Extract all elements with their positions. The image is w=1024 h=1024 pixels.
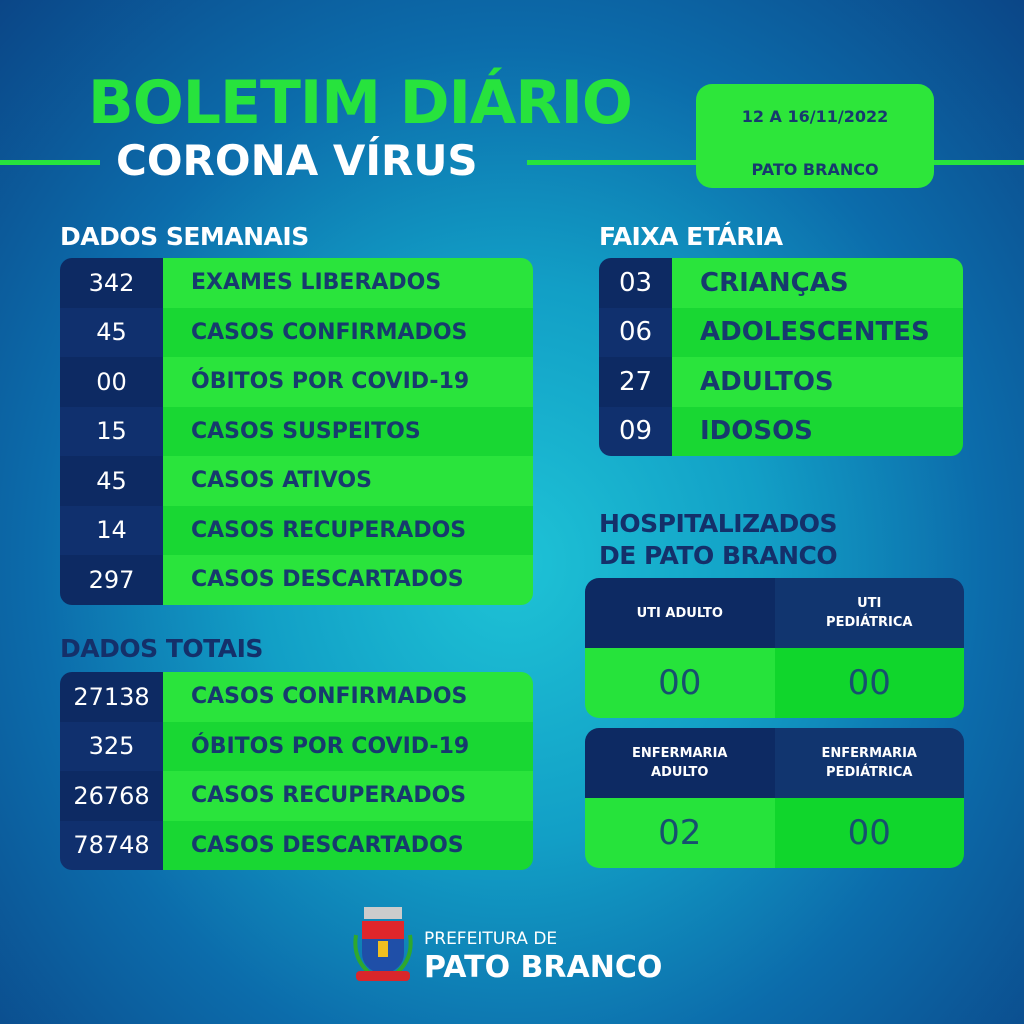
- totals-row: 325 ÓBITOS POR COVID-19: [60, 721, 533, 771]
- row-label: EXAMES LIBERADOS: [163, 258, 533, 308]
- weekly-table: 342 EXAMES LIBERADOS 45 CASOS CONFIRMADOS 00…: [60, 258, 533, 605]
- row-label: ÓBITOS POR COVID-19: [163, 721, 533, 771]
- totals-row: 27138 CASOS CONFIRMADOS: [60, 672, 533, 722]
- row-label: CASOS DESCARTADOS: [163, 820, 533, 870]
- hospital-heading-line2: DE PATO BRANCO: [599, 541, 838, 570]
- row-value: 27: [599, 357, 672, 407]
- row-label: CASOS ATIVOS: [163, 456, 533, 506]
- hospital-heading-line1: HOSPITALIZADOS: [599, 509, 837, 538]
- ward-adult-label: ENFERMARIA ADULTO: [585, 728, 775, 798]
- weekly-row: 45 CASOS CONFIRMADOS: [60, 307, 533, 357]
- row-label: ADULTOS: [672, 357, 963, 407]
- uti-adult-value: 00: [585, 648, 775, 718]
- weekly-row: 297 CASOS DESCARTADOS: [60, 555, 533, 605]
- ward-pediatric-value: 00: [774, 798, 964, 868]
- row-value: 297: [60, 555, 163, 605]
- row-value: 78748: [60, 820, 163, 870]
- ward-box: ENFERMARIA ADULTO ENFERMARIA PEDIÁTRICA …: [585, 728, 964, 868]
- weekly-row: 342 EXAMES LIBERADOS: [60, 258, 533, 308]
- row-value: 03: [599, 258, 672, 308]
- weekly-row: 14 CASOS RECUPERADOS: [60, 505, 533, 555]
- row-value: 27138: [60, 672, 163, 722]
- row-label: CASOS SUSPEITOS: [163, 406, 533, 456]
- row-value: 325: [60, 721, 163, 771]
- uti-adult-label: UTI ADULTO: [585, 578, 775, 648]
- row-value: 26768: [60, 771, 163, 821]
- totals-heading: DADOS TOTAIS: [60, 634, 263, 663]
- footer-line1: PREFEITURA DE: [424, 929, 558, 949]
- age-row: 06 ADOLESCENTES: [599, 307, 963, 357]
- age-row: 09 IDOSOS: [599, 406, 963, 456]
- row-label: CASOS RECUPERADOS: [163, 505, 533, 555]
- row-value: 14: [60, 505, 163, 555]
- row-label: ADOLESCENTES: [672, 307, 963, 357]
- weekly-heading: DADOS SEMANAIS: [60, 222, 309, 251]
- age-heading: FAIXA ETÁRIA: [599, 222, 783, 251]
- row-value: 00: [60, 357, 163, 407]
- age-table: 03 CRIANÇAS 06 ADOLESCENTES 27 ADULTOS 09 IDOSO…: [599, 258, 963, 456]
- title-line-far-right: [934, 160, 1024, 165]
- totals-row: 78748 CASOS DESCARTADOS: [60, 820, 533, 870]
- city-name: PATO BRANCO: [751, 160, 879, 179]
- age-row: 27 ADULTOS: [599, 357, 963, 407]
- date-range: 12 A 16/11/2022: [741, 107, 889, 126]
- bulletin-title: BOLETIM DIÁRIO: [88, 68, 633, 138]
- row-label: CRIANÇAS: [672, 258, 963, 308]
- row-label: IDOSOS: [672, 406, 963, 456]
- weekly-row: 45 CASOS ATIVOS: [60, 456, 533, 506]
- coat-of-arms-icon: [353, 907, 413, 981]
- row-value: 09: [599, 406, 672, 456]
- row-value: 06: [599, 307, 672, 357]
- row-label: CASOS DESCARTADOS: [163, 555, 533, 605]
- title-line-left: [0, 160, 100, 165]
- ward-pediatric-label: ENFERMARIA PEDIÁTRICA: [774, 728, 964, 798]
- uti-box: UTI ADULTO UTI PEDIÁTRICA 00 00: [585, 578, 964, 718]
- row-value: 342: [60, 258, 163, 308]
- date-box: 12 A 16/11/2022 PATO BRANCO: [696, 84, 934, 188]
- hospital-heading: HOSPITALIZADOS DE PATO BRANCO: [599, 508, 838, 572]
- totals-table: 27138 CASOS CONFIRMADOS 325 ÓBITOS POR COVI…: [60, 672, 533, 870]
- weekly-row: 15 CASOS SUSPEITOS: [60, 406, 533, 456]
- totals-row: 26768 CASOS RECUPERADOS: [60, 771, 533, 821]
- row-value: 45: [60, 307, 163, 357]
- title-line-right: [527, 160, 697, 165]
- age-row: 03 CRIANÇAS: [599, 258, 963, 308]
- ward-adult-value: 02: [585, 798, 775, 868]
- uti-pediatric-label: UTI PEDIÁTRICA: [774, 578, 964, 648]
- uti-pediatric-value: 00: [774, 648, 964, 718]
- footer-line2: PATO BRANCO: [424, 950, 663, 985]
- weekly-row: 00 ÓBITOS POR COVID-19: [60, 357, 533, 407]
- row-label: CASOS CONFIRMADOS: [163, 672, 533, 722]
- row-value: 45: [60, 456, 163, 506]
- row-label: CASOS CONFIRMADOS: [163, 307, 533, 357]
- row-value: 15: [60, 406, 163, 456]
- row-label: ÓBITOS POR COVID-19: [163, 357, 533, 407]
- row-label: CASOS RECUPERADOS: [163, 771, 533, 821]
- bulletin-subtitle: CORONA VÍRUS: [116, 136, 478, 185]
